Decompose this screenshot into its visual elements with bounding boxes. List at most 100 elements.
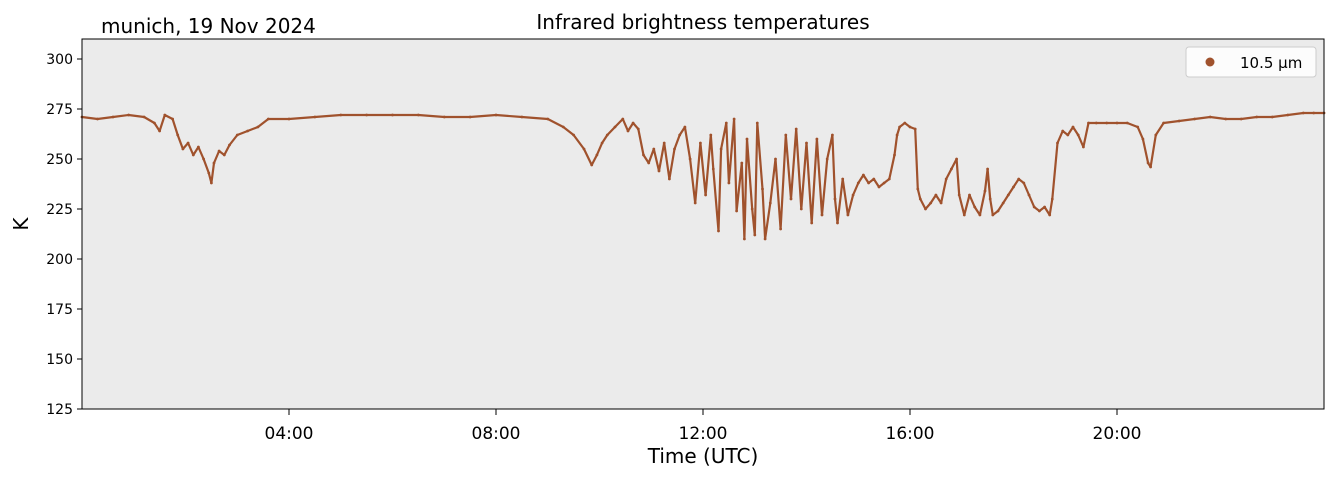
x-tick-label-0: 04:00 [265, 424, 314, 444]
data-point-0-60 [704, 193, 707, 197]
data-point-0-7 [163, 113, 167, 117]
data-point-0-92 [841, 177, 845, 181]
data-point-0-146 [1105, 121, 1109, 125]
data-point-0-98 [872, 177, 876, 181]
data-point-0-131 [1022, 181, 1026, 185]
data-point-0-158 [1224, 117, 1228, 121]
data-point-0-88 [825, 157, 829, 161]
data-point-0-105 [903, 121, 907, 125]
data-point-0-142 [1076, 133, 1080, 137]
y-axis-label: K [9, 217, 33, 231]
data-point-0-122 [983, 189, 987, 193]
data-point-0-85 [810, 221, 814, 225]
data-point-0-145 [1094, 121, 1098, 125]
data-point-0-49 [647, 161, 651, 165]
data-point-0-111 [929, 201, 933, 205]
data-point-0-99 [877, 185, 881, 189]
data-point-0-13 [197, 145, 200, 149]
data-point-0-97 [867, 181, 870, 185]
data-point-0-72 [750, 207, 754, 211]
data-point-0-119 [968, 193, 971, 197]
data-point-0-157 [1208, 115, 1212, 119]
data-point-0-149 [1136, 125, 1140, 129]
data-point-0-153 [1154, 133, 1158, 137]
data-point-0-30 [417, 113, 420, 117]
data-point-0-106 [908, 125, 912, 129]
data-point-0-20 [228, 143, 231, 147]
data-point-0-45 [626, 129, 630, 133]
y-axis: 125 150 175 200 225 250 275 300 [46, 52, 82, 418]
data-point-0-104 [898, 125, 901, 129]
data-point-0-139 [1061, 129, 1065, 133]
data-point-0-84 [805, 141, 808, 145]
data-point-0-160 [1255, 115, 1259, 119]
data-point-0-22 [246, 129, 250, 133]
data-point-0-67 [732, 117, 736, 121]
data-point-0-136 [1048, 213, 1052, 217]
x-tick-label-2: 12:00 [679, 424, 728, 444]
data-point-0-63 [717, 229, 720, 233]
data-point-0-140 [1066, 133, 1070, 137]
data-point-0-155 [1177, 119, 1181, 123]
data-point-0-14 [202, 157, 206, 161]
data-point-0-28 [365, 113, 368, 117]
legend: 10.5 µm [1185, 46, 1317, 78]
data-point-0-152 [1149, 165, 1152, 169]
data-point-0-148 [1125, 121, 1129, 125]
data-point-0-47 [636, 127, 640, 131]
data-point-0-78 [774, 157, 777, 161]
data-point-0-58 [693, 201, 697, 205]
data-point-0-128 [1006, 193, 1010, 197]
data-point-0-16 [210, 181, 213, 185]
x-tick-label-3: 16:00 [886, 424, 935, 444]
location-date-label: munich, 19 Nov 2024 [101, 14, 316, 38]
data-point-0-94 [851, 193, 855, 197]
data-point-0-31 [442, 115, 446, 119]
data-point-0-2 [111, 115, 115, 119]
data-point-0-108 [916, 187, 920, 191]
data-point-0-112 [934, 193, 938, 197]
data-point-0-133 [1032, 205, 1036, 209]
data-point-0-126 [996, 209, 1000, 213]
y-tick-label-2: 175 [46, 302, 73, 318]
data-point-0-36 [561, 125, 565, 129]
data-point-0-130 [1017, 177, 1021, 181]
legend-marker [1205, 57, 1215, 67]
data-point-0-113 [939, 201, 943, 205]
data-point-0-55 [678, 133, 682, 137]
data-point-0-5 [153, 121, 156, 125]
data-point-0-163 [1301, 111, 1305, 115]
data-point-0-65 [724, 121, 728, 125]
data-point-0-26 [313, 115, 317, 119]
data-point-0-33 [494, 113, 498, 117]
data-point-0-127 [1001, 201, 1005, 205]
data-point-0-64 [719, 147, 723, 151]
data-point-0-9 [176, 133, 180, 137]
data-point-0-144 [1087, 121, 1090, 125]
y-tick-label-6: 275 [46, 102, 73, 118]
data-point-0-71 [745, 137, 749, 141]
data-point-0-137 [1050, 197, 1054, 201]
data-point-0-42 [605, 133, 609, 137]
data-point-0-107 [913, 127, 917, 131]
data-point-0-46 [631, 121, 635, 125]
data-point-0-39 [590, 163, 594, 167]
data-point-0-117 [957, 193, 961, 197]
data-point-0-1 [96, 117, 99, 121]
data-point-0-34 [520, 115, 524, 119]
data-point-0-48 [642, 153, 645, 157]
data-point-0-162 [1286, 113, 1290, 117]
data-point-0-6 [158, 129, 162, 133]
data-point-0-101 [887, 177, 891, 181]
data-point-0-83 [799, 207, 803, 211]
data-point-0-110 [924, 207, 927, 211]
data-point-0-52 [662, 141, 666, 145]
data-point-0-154 [1162, 121, 1165, 125]
legend-label: 10.5 µm [1240, 54, 1302, 72]
data-point-0-59 [699, 141, 702, 145]
data-point-0-38 [582, 147, 586, 151]
y-tick-label-0: 125 [46, 402, 73, 418]
data-point-0-32 [468, 115, 472, 119]
data-point-0-129 [1012, 185, 1015, 189]
data-point-0-10 [181, 147, 185, 151]
